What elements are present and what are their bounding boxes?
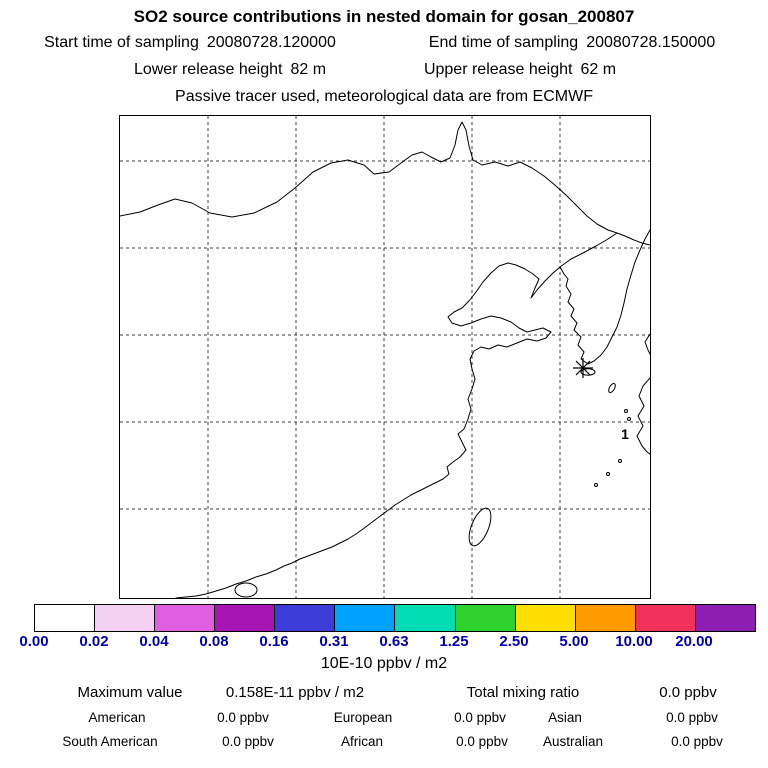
- island-dot: [624, 409, 628, 413]
- maximum-label: Maximum value: [77, 684, 183, 701]
- colorbar-segment: [514, 605, 575, 631]
- colorbar-segment: [694, 605, 755, 631]
- colorbar-segment: [214, 605, 275, 631]
- sampling-start: Start time of sampling 20080728.120000: [44, 34, 336, 52]
- colorbar-tick-label: 0.63: [379, 633, 409, 650]
- colorbar-tick-label: 10.00: [615, 633, 653, 650]
- region-value: 0.0 ppbv: [222, 734, 274, 749]
- island-dot: [594, 483, 598, 487]
- tracer-note: Passive tracer used, meteorological data…: [175, 88, 593, 105]
- colorbar-segment: [574, 605, 635, 631]
- colorbar-segment: [94, 605, 155, 631]
- region-value: 0.0 ppbv: [671, 734, 723, 749]
- maximum-value: 0.158E-11 ppbv / m2: [225, 684, 365, 701]
- receptor-label: 1: [621, 426, 629, 442]
- colorbar-tick-label: 1.25: [439, 633, 469, 650]
- sampling-start-label: Start time of sampling: [44, 34, 199, 51]
- coastline-china: [175, 262, 561, 599]
- colorbar: [34, 604, 756, 632]
- total-mixing-ratio-value: 0.0 ppbv: [659, 684, 717, 701]
- sampling-start-value: 20080728.120000: [206, 34, 336, 51]
- island-dot: [618, 459, 622, 463]
- region-row-2: South American 0.0 ppbv African 0.0 ppbv Aus…: [0, 734, 768, 750]
- lower-release-value: 82 m: [290, 61, 327, 78]
- island-hainan: [234, 582, 258, 598]
- colorbar-tick-label: 2.50: [499, 633, 529, 650]
- coastlines: [119, 121, 651, 599]
- coastline-kyushu: [636, 377, 651, 455]
- region-row-1: American 0.0 ppbv European 0.0 ppbv Asian 0.0…: [0, 710, 768, 726]
- region-value: 0.0 ppbv: [217, 710, 269, 725]
- region-name: European: [333, 710, 393, 725]
- lower-release-label: Lower release height: [133, 61, 283, 78]
- station-marker-asterisk: [573, 358, 593, 378]
- page-title: SO2 source contributions in nested domai…: [133, 7, 635, 26]
- map-panel: 1: [119, 115, 651, 599]
- region-name: African: [340, 734, 384, 749]
- colorbar-tick-label: 0.08: [199, 633, 229, 650]
- colorbar-segment: [634, 605, 695, 631]
- coastline-honshu-fragment: [644, 333, 651, 355]
- colorbar-segment: [274, 605, 335, 631]
- region-value: 0.0 ppbv: [454, 710, 506, 725]
- coastline-korea: [559, 229, 651, 365]
- coastline-northern-border: [119, 121, 651, 246]
- region-value: 0.0 ppbv: [666, 710, 718, 725]
- lower-release: Lower release height 82 m: [134, 61, 326, 79]
- colorbar-tick-label: 0.04: [139, 633, 169, 650]
- upper-release-value: 62 m: [580, 61, 617, 78]
- colorbar-units-label: 10E-10 ppbv / m2: [320, 655, 448, 672]
- sampling-end: End time of sampling 20080728.150000: [429, 34, 715, 52]
- coastline-korea-north: [559, 232, 618, 268]
- colorbar-tick-label: 0.16: [259, 633, 289, 650]
- colorbar-tick-label: 5.00: [559, 633, 589, 650]
- colorbar-segment: [334, 605, 395, 631]
- island-taiwan: [468, 507, 492, 547]
- sampling-end-value: 20080728.150000: [586, 34, 716, 51]
- island-dot: [606, 472, 610, 476]
- colorbar-tick-labels: 0.00 0.02 0.04 0.08 0.16 0.31 0.63 1.25 2.50 5.00…: [19, 633, 754, 651]
- colorbar-tick-label: 0.00: [19, 633, 49, 650]
- upper-release-label: Upper release height: [423, 61, 573, 78]
- region-name: South American: [62, 734, 158, 749]
- colorbar-tick-label: 20.00: [675, 633, 713, 650]
- colorbar-tick-label: 0.02: [79, 633, 109, 650]
- region-name: American: [88, 710, 146, 725]
- colorbar-segment: [454, 605, 515, 631]
- island-tsushima: [608, 382, 616, 394]
- region-name: Australian: [542, 734, 604, 749]
- colorbar-segment: [154, 605, 215, 631]
- colorbar-segment: [394, 605, 455, 631]
- sampling-end-label: End time of sampling: [428, 34, 579, 51]
- colorbar-segment: [35, 605, 95, 631]
- colorbar-tick-label: 0.31: [319, 633, 349, 650]
- upper-release: Upper release height 62 m: [424, 61, 616, 79]
- total-mixing-ratio-label: Total mixing ratio: [466, 684, 580, 701]
- grid-lines: [120, 116, 650, 598]
- island-dot: [627, 417, 631, 421]
- region-value: 0.0 ppbv: [456, 734, 508, 749]
- summary-line: Maximum value 0.158E-11 ppbv / m2 Total …: [0, 684, 768, 702]
- region-name: Asian: [548, 710, 582, 725]
- map-svg: 1: [119, 116, 651, 599]
- island-jeju: [580, 368, 596, 376]
